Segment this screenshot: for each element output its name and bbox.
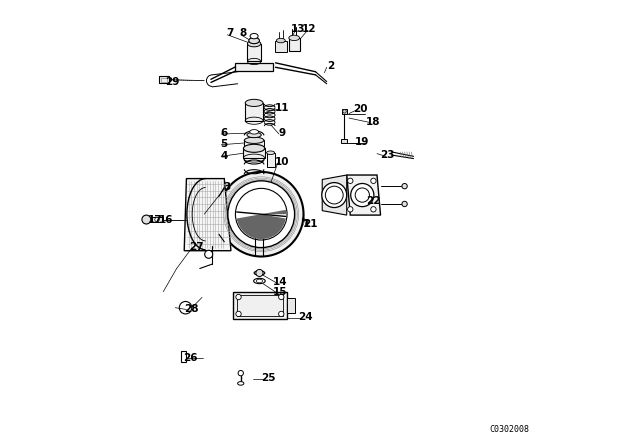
Ellipse shape (244, 137, 264, 143)
Circle shape (342, 110, 346, 113)
Bar (342, 109, 347, 114)
Circle shape (402, 201, 407, 207)
Circle shape (142, 215, 151, 224)
Circle shape (179, 302, 192, 314)
Wedge shape (261, 210, 286, 214)
Ellipse shape (250, 34, 258, 39)
Circle shape (236, 294, 241, 300)
Circle shape (325, 186, 343, 204)
Bar (233, 292, 287, 319)
Ellipse shape (243, 144, 265, 152)
Circle shape (402, 184, 407, 189)
Text: 11: 11 (275, 103, 289, 113)
Text: 10: 10 (275, 157, 289, 167)
Circle shape (155, 217, 159, 222)
Ellipse shape (249, 38, 259, 44)
Text: 20: 20 (353, 104, 367, 114)
Bar (159, 76, 168, 83)
Bar (289, 38, 300, 51)
Bar (267, 153, 275, 167)
Bar (237, 295, 283, 316)
Text: 8: 8 (240, 28, 247, 39)
Ellipse shape (255, 217, 264, 220)
Circle shape (371, 207, 376, 212)
Ellipse shape (250, 129, 259, 134)
Text: 21: 21 (303, 219, 317, 229)
Text: 14: 14 (273, 277, 287, 287)
Bar (161, 78, 167, 82)
Polygon shape (184, 179, 231, 251)
Text: 22: 22 (366, 196, 381, 206)
Text: 25: 25 (262, 373, 276, 383)
Polygon shape (347, 175, 381, 215)
Text: 7: 7 (227, 28, 234, 39)
Ellipse shape (254, 271, 265, 275)
Polygon shape (322, 175, 347, 215)
Text: 6: 6 (220, 128, 227, 138)
Text: 29: 29 (165, 78, 179, 87)
Ellipse shape (248, 41, 260, 47)
Text: 1: 1 (303, 219, 310, 229)
Circle shape (278, 311, 284, 317)
Circle shape (348, 207, 353, 212)
Circle shape (236, 311, 241, 317)
Text: 9: 9 (278, 128, 285, 138)
Circle shape (278, 294, 284, 300)
Bar (181, 351, 186, 362)
Text: 12: 12 (301, 24, 316, 34)
Text: C0302008: C0302008 (489, 425, 529, 434)
Ellipse shape (253, 278, 265, 284)
Text: 18: 18 (366, 116, 381, 127)
Circle shape (228, 181, 294, 248)
Bar (244, 140, 264, 146)
Circle shape (236, 188, 287, 240)
Text: 24: 24 (298, 313, 313, 323)
Wedge shape (237, 214, 286, 239)
Ellipse shape (247, 132, 261, 138)
Bar (243, 148, 265, 158)
Circle shape (351, 184, 374, 207)
Circle shape (238, 370, 243, 376)
Ellipse shape (267, 151, 275, 155)
Ellipse shape (289, 35, 300, 41)
Circle shape (256, 269, 263, 276)
Ellipse shape (245, 99, 263, 107)
Text: 15: 15 (273, 287, 287, 297)
Text: 16: 16 (159, 215, 173, 224)
Text: 5: 5 (220, 139, 227, 149)
Bar (152, 217, 163, 222)
Bar (341, 138, 347, 143)
Text: 23: 23 (380, 150, 395, 160)
Ellipse shape (276, 39, 285, 43)
Circle shape (205, 250, 212, 258)
Bar (287, 298, 294, 313)
Circle shape (348, 178, 353, 184)
Text: 17: 17 (148, 215, 163, 224)
Text: 13: 13 (291, 24, 305, 34)
Bar (248, 44, 260, 61)
Bar (275, 41, 287, 52)
Circle shape (219, 172, 303, 257)
Circle shape (355, 188, 369, 202)
Ellipse shape (257, 279, 262, 283)
Text: 2: 2 (328, 61, 335, 71)
Bar (245, 103, 263, 121)
Ellipse shape (237, 382, 244, 385)
Text: 28: 28 (184, 304, 198, 314)
Text: 19: 19 (355, 137, 369, 146)
Bar (236, 63, 273, 71)
Text: 4: 4 (220, 151, 227, 161)
Text: 3: 3 (223, 182, 230, 193)
Text: 27: 27 (189, 242, 204, 252)
Circle shape (322, 183, 347, 207)
Circle shape (371, 178, 376, 184)
Text: 26: 26 (183, 353, 197, 362)
